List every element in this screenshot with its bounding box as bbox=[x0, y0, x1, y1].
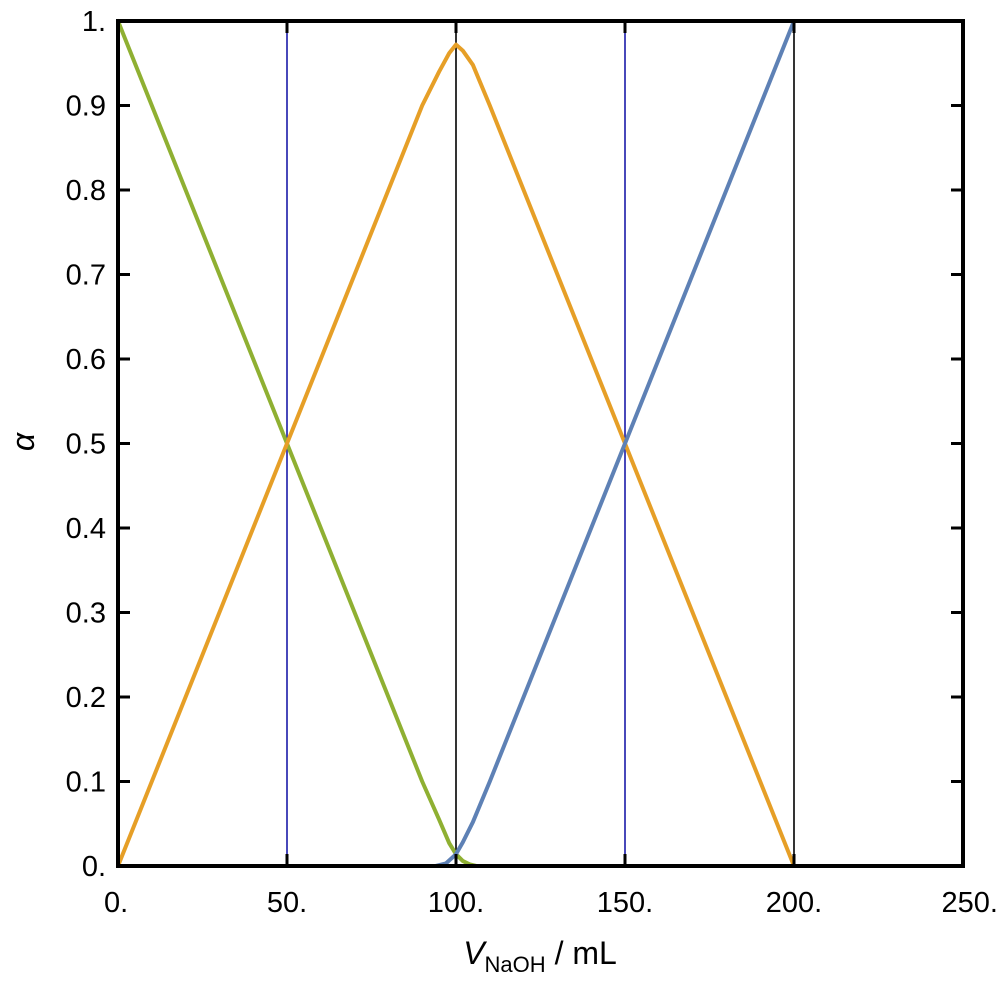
y-tick-label: 1. bbox=[82, 6, 106, 38]
series-line-1 bbox=[116, 19, 965, 868]
y-tick-label: 0.9 bbox=[66, 91, 106, 123]
x-tick-label: 100. bbox=[428, 887, 484, 919]
x-axis-title-suffix: / mL bbox=[546, 935, 617, 971]
y-tick-label: 0.4 bbox=[66, 513, 106, 545]
x-axis-ticks: 0. 50. 100. 150. 200. 250. bbox=[104, 21, 998, 919]
y-axis-ticks: 0. 0.1 0.2 0.3 0.4 0.5 0.6 0.7 0.8 0.9 1. bbox=[66, 6, 963, 883]
x-tick-label: 250. bbox=[942, 887, 998, 919]
series-line-2 bbox=[116, 42, 965, 868]
y-tick-label: 0.7 bbox=[66, 260, 106, 292]
x-tick-label: 200. bbox=[766, 887, 822, 919]
y-tick-label: 0.6 bbox=[66, 344, 106, 376]
y-axis-title: α bbox=[5, 432, 41, 451]
y-tick-label: 0.8 bbox=[66, 175, 106, 207]
y-tick-label: 0.1 bbox=[66, 767, 106, 799]
y-tick-label: 0.3 bbox=[66, 598, 106, 630]
x-tick-label: 50. bbox=[267, 887, 307, 919]
plot-frame bbox=[116, 19, 965, 868]
y-tick-label: 0. bbox=[82, 851, 106, 883]
x-tick-label: 150. bbox=[597, 887, 653, 919]
x-axis-title: VNaOH / mL bbox=[463, 935, 617, 977]
y-tick-label: 0.2 bbox=[66, 682, 106, 714]
series-line-3 bbox=[116, 19, 965, 868]
x-axis-title-symbol: V bbox=[463, 935, 487, 971]
x-tick-label: 0. bbox=[104, 887, 128, 919]
y-tick-label: 0.5 bbox=[66, 429, 106, 461]
reference-lines bbox=[286, 21, 795, 866]
x-axis-title-subscript: NaOH bbox=[485, 952, 546, 977]
series-lines bbox=[116, 19, 965, 868]
